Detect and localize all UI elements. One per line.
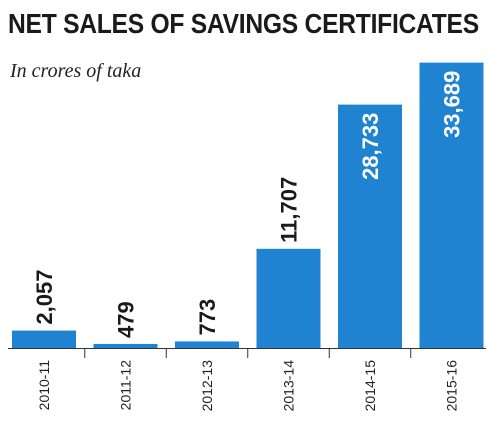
- chart-title: NET SALES OF SAVINGS CERTIFICATES: [8, 8, 479, 39]
- bar-2011-12: [93, 343, 158, 348]
- chart-subtitle: In crores of taka: [10, 60, 142, 82]
- x-tick-label: 2015-16: [444, 360, 460, 412]
- bar-value-label: 773: [195, 299, 220, 336]
- bar-2014-15: [338, 104, 402, 348]
- bar-2010-11: [12, 330, 76, 348]
- bar-2012-13: [175, 341, 239, 348]
- bar-2013-14: [256, 248, 321, 348]
- bar-value-label: 33,689: [440, 71, 465, 138]
- x-tick-label: 2012-13: [199, 360, 215, 412]
- x-tick-label: 2013-14: [281, 360, 297, 412]
- bar-value-label: 11,707: [277, 177, 302, 243]
- x-tick-label: 2014-15: [362, 360, 378, 412]
- bar-value-label: 2,057: [32, 270, 57, 325]
- x-tick-label: 2010-11: [36, 360, 52, 411]
- x-tick-label: 2011-12: [118, 360, 134, 411]
- bar-value-label: 28,733: [358, 113, 383, 180]
- bar-value-label: 479: [114, 301, 139, 338]
- bar-2015-16: [419, 62, 484, 349]
